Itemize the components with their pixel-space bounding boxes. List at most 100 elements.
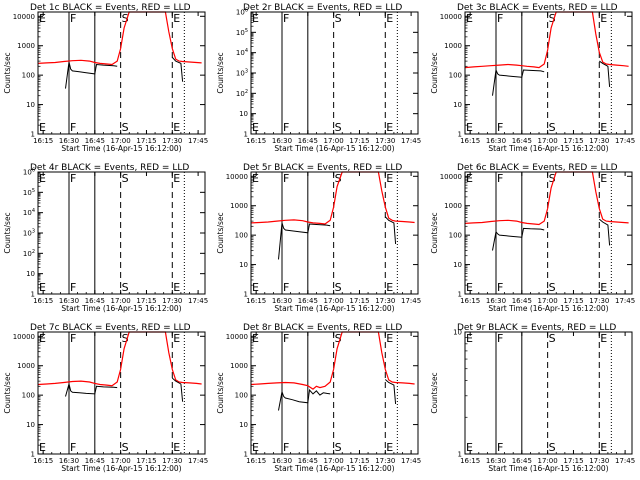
events-tail-line bbox=[171, 377, 184, 402]
y-tick-label: 1000 bbox=[444, 42, 462, 50]
x-axis-label: Start Time (16-Apr-15 16:12:00) bbox=[488, 144, 608, 153]
y-tick-label: 10 bbox=[26, 101, 35, 109]
marker-label-bottom: E bbox=[252, 441, 259, 454]
panel-title: Det 9r BLACK = Events, RED = LLD bbox=[457, 323, 616, 333]
x-tick-label: 16:45 bbox=[298, 137, 318, 145]
panel-3: Det 3c BLACK = Events, RED = LLDEEFFSSEE… bbox=[430, 3, 635, 153]
panel-6: Det 6c BLACK = Events, RED = LLDEEFFSSEE… bbox=[430, 163, 635, 313]
marker-label-bottom: S bbox=[549, 441, 556, 454]
marker-label-bottom: E bbox=[173, 441, 180, 454]
y-tick-label: 1 bbox=[458, 131, 462, 139]
x-tick-label: 17:45 bbox=[401, 137, 421, 145]
x-tick-label: 16:15 bbox=[460, 137, 480, 145]
y-tick-label: 10 bbox=[239, 261, 248, 269]
y-tick-label: 1 bbox=[244, 131, 248, 139]
panel-title: Det 4r BLACK = Events, RED = LLD bbox=[30, 163, 189, 173]
panel-title: Det 1c BLACK = Events, RED = LLD bbox=[30, 3, 191, 13]
marker-label-bottom: F bbox=[70, 441, 76, 454]
y-tick-label: 1 bbox=[244, 291, 248, 299]
x-tick-label: 17:30 bbox=[162, 297, 182, 305]
x-tick-label: 16:30 bbox=[486, 137, 506, 145]
events-tail-line bbox=[384, 379, 397, 405]
x-tick-label: 17:15 bbox=[349, 457, 369, 465]
y-tick-label: 104 bbox=[236, 48, 248, 57]
marker-label-bottom: E bbox=[252, 281, 259, 294]
x-tick-label: 17:30 bbox=[375, 457, 395, 465]
x-tick-label: 17:45 bbox=[615, 137, 635, 145]
panel-title: Det 6c BLACK = Events, RED = LLD bbox=[457, 163, 618, 173]
marker-label-bottom: S bbox=[549, 281, 556, 294]
plot-frame bbox=[464, 331, 633, 455]
marker-label-bottom: E bbox=[39, 121, 46, 134]
x-tick-label: 17:15 bbox=[136, 457, 156, 465]
y-tick-label: 100 bbox=[449, 72, 462, 80]
x-tick-label: 17:00 bbox=[111, 297, 131, 305]
y-tick-label: 10 bbox=[26, 270, 35, 278]
marker-label-top: E bbox=[386, 12, 393, 25]
y-tick-label: 10 bbox=[453, 329, 462, 337]
y-tick-label: 100 bbox=[235, 232, 248, 240]
y-axis-label: Counts/sec bbox=[3, 52, 12, 93]
y-tick-label: 10000 bbox=[13, 333, 35, 341]
events-series-line bbox=[278, 222, 331, 260]
x-axis-label: Start Time (16-Apr-15 16:12:00) bbox=[61, 464, 181, 473]
marker-label-top: E bbox=[600, 332, 607, 345]
x-axis-label: Start Time (16-Apr-15 16:12:00) bbox=[274, 304, 394, 313]
x-tick-label: 17:00 bbox=[111, 457, 131, 465]
x-tick-label: 16:45 bbox=[512, 457, 532, 465]
x-tick-label: 16:30 bbox=[486, 457, 506, 465]
y-tick-label: 10000 bbox=[440, 173, 462, 181]
marker-label-bottom: F bbox=[497, 281, 503, 294]
x-tick-label: 16:45 bbox=[512, 137, 532, 145]
marker-label-bottom: F bbox=[497, 121, 503, 134]
lld-series-line bbox=[464, 171, 629, 226]
panel-7: Det 7c BLACK = Events, RED = LLDEEFFSSEE… bbox=[3, 323, 208, 473]
x-tick-label: 17:00 bbox=[538, 297, 558, 305]
x-tick-label: 17:45 bbox=[188, 297, 208, 305]
lld-series-line bbox=[37, 11, 202, 66]
events-tail-line bbox=[384, 216, 397, 245]
y-tick-label: 10 bbox=[453, 101, 462, 109]
marker-label-bottom: F bbox=[497, 441, 503, 454]
y-tick-label: 105 bbox=[236, 28, 248, 37]
panel-8: Det 8r BLACK = Events, RED = LLDEEFFSSEE… bbox=[216, 323, 421, 473]
x-tick-label: 16:30 bbox=[59, 137, 79, 145]
marker-label-top: F bbox=[497, 172, 503, 185]
marker-label-top: S bbox=[549, 332, 556, 345]
marker-label-bottom: E bbox=[39, 281, 46, 294]
marker-label-top: E bbox=[39, 172, 46, 185]
x-axis-label: Start Time (16-Apr-15 16:12:00) bbox=[488, 464, 608, 473]
marker-label-bottom: F bbox=[283, 441, 289, 454]
marker-label-bottom: F bbox=[283, 281, 289, 294]
events-tail-line bbox=[171, 57, 184, 82]
x-tick-label: 17:00 bbox=[324, 297, 344, 305]
panel-9: Det 9r BLACK = Events, RED = LLDEEFFSSEE… bbox=[430, 323, 635, 473]
y-tick-label: 100 bbox=[22, 392, 35, 400]
x-tick-label: 17:15 bbox=[563, 297, 583, 305]
y-tick-label: 106 bbox=[236, 8, 248, 17]
x-tick-label: 16:15 bbox=[33, 457, 53, 465]
x-tick-label: 16:45 bbox=[512, 297, 532, 305]
marker-label-bottom: F bbox=[70, 121, 76, 134]
marker-label-top: E bbox=[466, 332, 473, 345]
marker-label-top: F bbox=[283, 332, 289, 345]
marker-label-bottom: E bbox=[386, 281, 393, 294]
x-tick-label: 17:30 bbox=[589, 457, 609, 465]
marker-label-top: E bbox=[466, 172, 473, 185]
x-tick-label: 16:45 bbox=[85, 297, 105, 305]
y-tick-label: 1000 bbox=[230, 362, 248, 370]
y-tick-label: 10 bbox=[239, 421, 248, 429]
y-tick-label: 103 bbox=[236, 69, 248, 78]
plot-frame bbox=[37, 11, 206, 135]
x-tick-label: 17:45 bbox=[615, 297, 635, 305]
x-axis-label: Start Time (16-Apr-15 16:12:00) bbox=[488, 304, 608, 313]
x-tick-label: 16:45 bbox=[85, 457, 105, 465]
y-tick-label: 1000 bbox=[17, 362, 35, 370]
y-axis-label: Counts/sec bbox=[430, 52, 439, 93]
plot-frame bbox=[464, 171, 633, 295]
x-tick-label: 16:15 bbox=[246, 457, 266, 465]
panel-title: Det 8r BLACK = Events, RED = LLD bbox=[243, 323, 402, 333]
x-tick-label: 16:15 bbox=[460, 457, 480, 465]
